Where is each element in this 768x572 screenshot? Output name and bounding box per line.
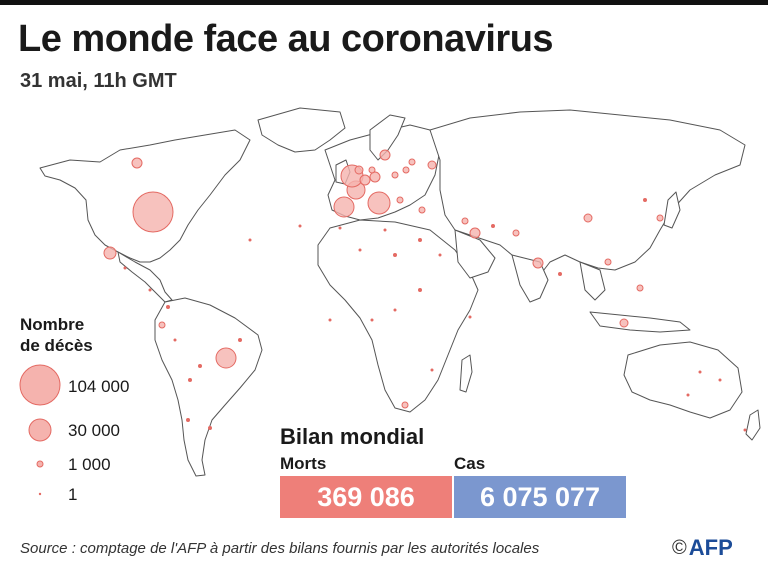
source-note: Source : comptage de l'AFP à partir des …	[20, 540, 540, 557]
africa-landmass	[317, 219, 479, 413]
deaths-label: Morts	[280, 454, 327, 473]
death-bubble	[383, 228, 387, 232]
death-bubble	[379, 149, 391, 161]
death-bubble	[636, 284, 644, 292]
south-america-landmass	[154, 297, 263, 477]
death-bubble	[604, 258, 612, 266]
death-bubble	[186, 418, 190, 422]
death-bubble	[208, 426, 212, 430]
death-bubble	[173, 338, 177, 342]
death-bubble	[132, 191, 174, 233]
cases-value-box: 6 075 077	[454, 476, 626, 518]
death-bubble	[461, 217, 469, 225]
new-zealand	[745, 409, 761, 441]
death-bubble	[743, 428, 747, 432]
legend-label-104000: 104 000	[68, 377, 130, 396]
death-bubble	[401, 401, 409, 409]
death-bubble	[131, 157, 143, 169]
death-bubble	[491, 224, 495, 228]
death-bubble	[123, 266, 127, 270]
death-bubble	[359, 174, 371, 186]
death-bubble	[438, 253, 442, 257]
scandinavia	[369, 114, 406, 161]
death-bubble	[418, 206, 426, 214]
death-bubble	[158, 321, 166, 329]
death-bubble	[188, 378, 192, 382]
afp-logo: © AFP	[672, 535, 733, 561]
legend-label-1000: 1 000	[68, 455, 111, 474]
death-bubble	[354, 165, 364, 175]
death-bubble	[686, 393, 690, 397]
arabia	[454, 229, 496, 279]
afp-logo-text: AFP	[688, 535, 733, 560]
death-bubble	[558, 272, 562, 276]
death-bubble	[512, 229, 520, 237]
death-bubble	[367, 191, 391, 215]
death-bubble	[468, 315, 472, 319]
legend-title-line1: Nombre	[20, 315, 85, 334]
death-bubble	[402, 166, 410, 174]
death-bubble	[656, 214, 664, 222]
death-bubble	[148, 288, 152, 292]
death-bubble	[238, 338, 242, 342]
top-rule	[0, 0, 768, 5]
death-bubble	[583, 213, 593, 223]
death-bubble	[358, 248, 362, 252]
deaths-value-box: 369 086	[280, 476, 452, 518]
page-subtitle: 31 mai, 11h GMT	[20, 70, 177, 92]
death-bubble	[391, 171, 399, 179]
death-bubble	[469, 227, 481, 239]
death-bubble	[103, 246, 117, 260]
legend-symbols	[19, 364, 61, 496]
legend-title: Nombre de décès	[20, 314, 130, 356]
page-title: Le monde face au coronavirus	[18, 18, 554, 60]
death-bubble	[418, 288, 422, 292]
death-bubble	[333, 196, 355, 218]
death-bubble	[619, 318, 629, 328]
death-bubble	[198, 364, 202, 368]
legend-bubble-30000	[28, 418, 52, 442]
death-bubble	[532, 257, 544, 269]
death-bubbles	[103, 149, 747, 432]
death-bubble	[427, 160, 437, 170]
bilan-title: Bilan mondial	[280, 424, 425, 449]
legend-bubble-1	[38, 492, 42, 496]
world-map	[39, 107, 761, 477]
death-bubble	[643, 198, 647, 202]
death-bubble	[418, 238, 422, 242]
legend-title-line2: de décès	[20, 336, 93, 355]
indonesia	[589, 311, 691, 333]
death-bubble	[338, 226, 342, 230]
death-bubble	[369, 171, 381, 183]
death-bubble	[718, 378, 722, 382]
copyright-symbol: ©	[672, 536, 687, 559]
death-bubble	[698, 370, 702, 374]
death-bubble	[368, 166, 376, 174]
death-bubble	[370, 318, 374, 322]
cases-label: Cas	[454, 454, 486, 473]
death-bubble	[408, 158, 416, 166]
death-bubble	[328, 318, 332, 322]
death-bubble	[430, 368, 434, 372]
death-bubble	[396, 196, 404, 204]
japan	[663, 191, 681, 229]
death-bubble	[215, 347, 237, 369]
legend-label-30000: 30 000	[68, 421, 120, 440]
legend-bubble-104000	[19, 364, 61, 406]
greenland	[257, 107, 346, 153]
legend-bubble-1000	[36, 460, 44, 468]
death-bubble	[298, 224, 302, 228]
death-bubble	[166, 305, 170, 309]
death-bubble	[393, 308, 397, 312]
australia-landmass	[623, 341, 743, 419]
madagascar	[459, 354, 473, 393]
death-bubble	[248, 238, 252, 242]
southeast-asia	[579, 261, 606, 301]
legend-label-1: 1	[68, 485, 78, 504]
death-bubble	[393, 253, 397, 257]
